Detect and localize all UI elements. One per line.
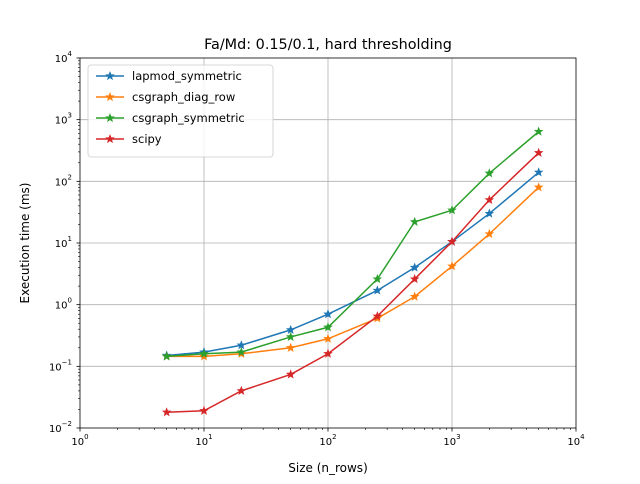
data-point xyxy=(409,291,420,301)
data-point xyxy=(285,369,296,379)
legend-label: csgraph_diag_row xyxy=(132,90,235,104)
y-axis-label: Execution time (ms) xyxy=(18,183,32,304)
data-point xyxy=(484,208,495,218)
data-point xyxy=(484,194,495,204)
series-line xyxy=(166,152,540,414)
legend-label: scipy xyxy=(132,132,162,146)
data-point xyxy=(285,324,296,334)
data-point xyxy=(285,342,296,352)
data-point xyxy=(372,274,383,284)
legend-swatch-marker xyxy=(105,91,115,102)
legend-item: scipy xyxy=(96,132,162,146)
x-axis-label: Size (n_rows) xyxy=(288,461,368,475)
legend-item: lapmod_symmetric xyxy=(96,69,242,83)
data-point xyxy=(236,385,247,395)
data-point xyxy=(447,236,457,246)
data-point xyxy=(199,348,209,358)
data-point xyxy=(533,182,544,192)
data-point xyxy=(323,348,333,358)
chart-title: Fa/Md: 0.15/0.1, hard thresholding xyxy=(204,37,452,53)
legend-item: csgraph_symmetric xyxy=(96,111,245,125)
series-csgraph_symmetric xyxy=(161,126,544,361)
series-line xyxy=(166,186,540,358)
series-line xyxy=(166,131,540,358)
series-layer xyxy=(161,126,544,417)
data-point xyxy=(533,126,544,136)
legend-swatch-marker xyxy=(105,70,115,81)
data-point xyxy=(372,285,383,295)
data-point xyxy=(372,311,383,321)
data-point xyxy=(199,405,209,415)
data-point xyxy=(533,147,544,157)
data-point xyxy=(409,216,420,226)
data-point xyxy=(199,351,209,361)
legend-label: lapmod_symmetric xyxy=(132,69,242,83)
data-point xyxy=(409,274,420,284)
legend-swatch-marker xyxy=(105,112,115,123)
data-point xyxy=(161,351,172,361)
data-point xyxy=(447,261,457,271)
data-point xyxy=(323,322,333,332)
data-point xyxy=(236,340,247,350)
data-point xyxy=(484,228,495,239)
series-scipy xyxy=(161,147,544,417)
data-point xyxy=(161,407,172,417)
legend-label: csgraph_symmetric xyxy=(132,111,245,125)
data-point xyxy=(409,262,420,272)
legend-box xyxy=(87,64,274,158)
legend-item: csgraph_diag_row xyxy=(96,90,235,104)
data-point xyxy=(484,168,495,178)
data-point xyxy=(236,347,247,357)
legend: lapmod_symmetric csgraph_diag_row csgraph_… xyxy=(87,64,274,158)
data-point xyxy=(323,333,333,343)
data-point xyxy=(447,205,457,215)
data-point xyxy=(285,331,296,341)
legend-swatch-marker xyxy=(105,133,115,144)
data-point xyxy=(533,167,544,177)
data-point xyxy=(323,309,333,319)
